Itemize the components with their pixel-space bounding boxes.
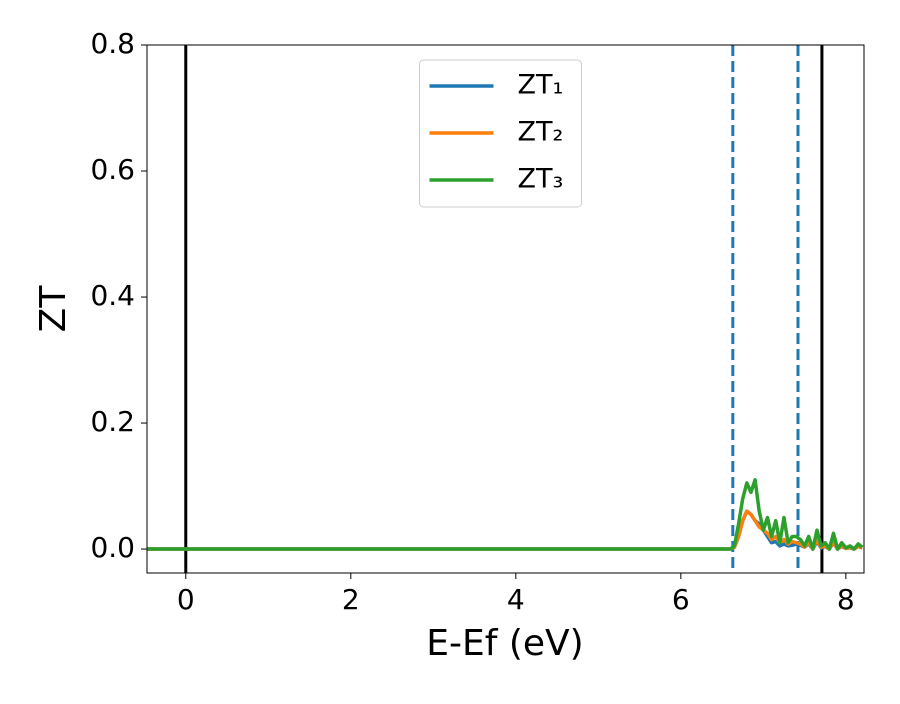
legend-label: ZT₁: [518, 70, 564, 101]
x-tick-label: 6: [672, 583, 690, 616]
x-tick-label: 2: [342, 583, 360, 616]
legend-label: ZT₂: [518, 117, 564, 148]
y-tick-label: 0.8: [90, 27, 135, 60]
y-tick-label: 0.4: [90, 279, 135, 312]
y-tick-label: 0.2: [90, 405, 135, 438]
y-axis-label: ZT: [33, 285, 74, 333]
legend-box: [419, 59, 582, 208]
x-axis-label: E-Ef (eV): [426, 623, 583, 664]
series-line: [147, 509, 863, 551]
series-line: [147, 509, 863, 551]
x-tick-label: 0: [177, 583, 195, 616]
x-tick-label: 4: [507, 583, 525, 616]
y-tick-label: 0.6: [90, 153, 135, 186]
plot-frame: [146, 44, 865, 574]
legend-label: ZT₃: [518, 164, 564, 195]
plot-area: [147, 45, 864, 573]
y-tick-label: 0.0: [90, 531, 135, 564]
series-line: [147, 477, 864, 551]
x-tick-label: 8: [837, 583, 855, 616]
